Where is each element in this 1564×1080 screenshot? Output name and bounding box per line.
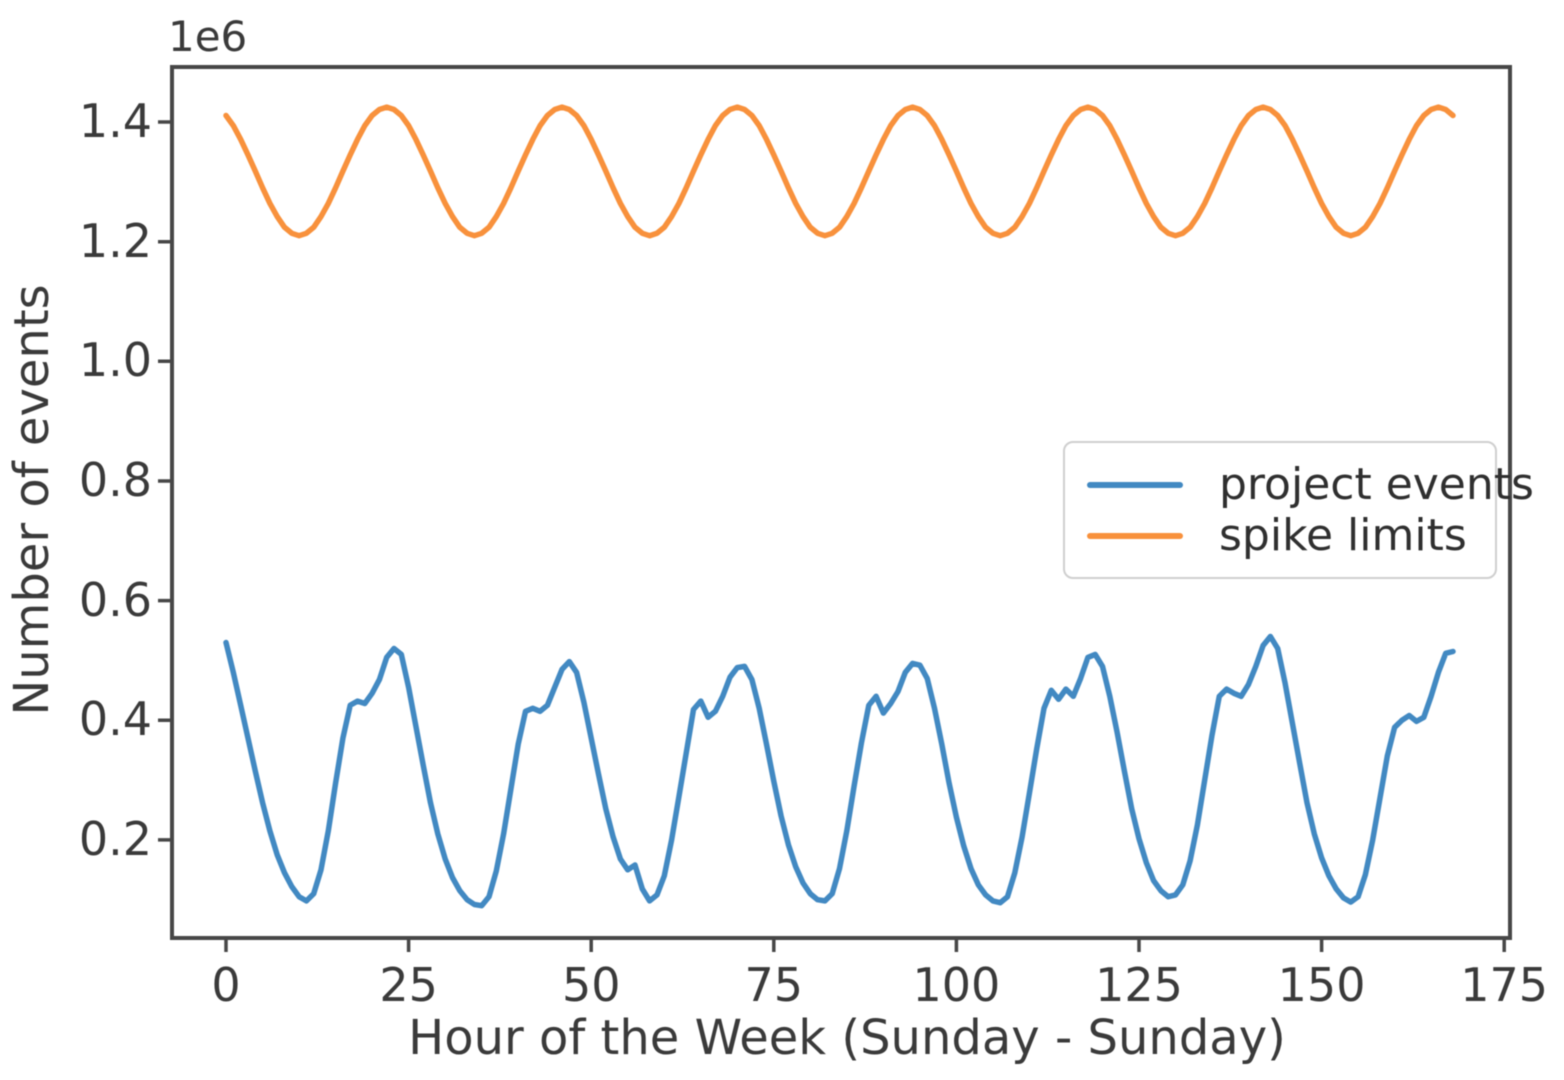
spike-limits-line	[223, 104, 1456, 239]
y-tick-label: 0.2	[78, 811, 152, 866]
y-tick-label: 1.0	[78, 333, 152, 388]
y-axis-offset-label: 1e6	[168, 12, 248, 61]
x-tick-label: 175	[1460, 958, 1549, 1012]
y-tick-label: 1.2	[78, 213, 152, 268]
legend-label: project events	[1219, 459, 1534, 510]
project-events-line	[223, 633, 1456, 909]
legend-line-sample-orange	[1087, 532, 1183, 539]
axes-spines	[170, 65, 1512, 940]
y-axis-label: Number of events	[4, 284, 60, 716]
x-tick-label: 50	[561, 958, 621, 1012]
y-tick-label: 0.8	[78, 452, 152, 507]
x-tick-label: 75	[744, 958, 804, 1012]
y-tick-label: 1.4	[78, 93, 152, 148]
y-tick-label: 0.6	[78, 572, 152, 627]
x-tick-label: 25	[379, 958, 438, 1012]
x-tick-label: 150	[1277, 958, 1366, 1012]
legend-label: spike limits	[1219, 510, 1467, 561]
legend-line-sample-blue	[1087, 481, 1183, 488]
y-tick-label: 0.4	[78, 692, 152, 747]
legend-entry-spike-limits: spike limits	[1087, 510, 1495, 561]
x-tick-label: 0	[211, 958, 241, 1012]
tick-marks	[158, 120, 1506, 952]
legend: project events spike limits	[1063, 441, 1534, 579]
legend-entry-project-events: project events	[1087, 459, 1534, 510]
x-axis-label: Hour of the Week (Sunday - Sunday)	[408, 1010, 1286, 1066]
x-tick-label: 125	[1095, 958, 1183, 1012]
x-tick-label: 100	[912, 958, 1001, 1012]
